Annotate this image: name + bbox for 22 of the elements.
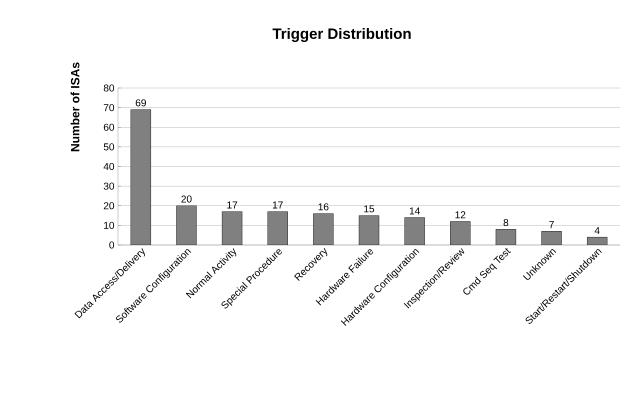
chart-title: Trigger Distribution — [272, 28, 411, 42]
y-tick-label: 10 — [104, 222, 114, 229]
data-label: 20 — [181, 195, 192, 203]
y-tick-label: 70 — [104, 104, 114, 112]
data-label: 16 — [318, 203, 328, 210]
y-tick-label: 20 — [104, 202, 114, 210]
data-label: 17 — [272, 202, 283, 208]
data-label: 69 — [136, 99, 146, 106]
data-label: 4 — [594, 227, 600, 234]
data-label: 17 — [227, 202, 238, 208]
y-tick-label: 60 — [104, 124, 114, 131]
data-label: 8 — [504, 219, 508, 226]
data-label: 7 — [549, 221, 554, 228]
y-tick-label: 50 — [104, 143, 114, 150]
y-tick-label: 0 — [109, 241, 114, 249]
y-axis-title: Number of ISAs — [70, 62, 80, 152]
y-tick-label: 40 — [104, 162, 114, 170]
y-tick-label: 80 — [104, 84, 114, 92]
data-label: 14 — [410, 207, 420, 214]
data-label: 15 — [364, 205, 374, 212]
data-label: 12 — [455, 211, 466, 218]
y-tick-label: 30 — [104, 182, 114, 190]
